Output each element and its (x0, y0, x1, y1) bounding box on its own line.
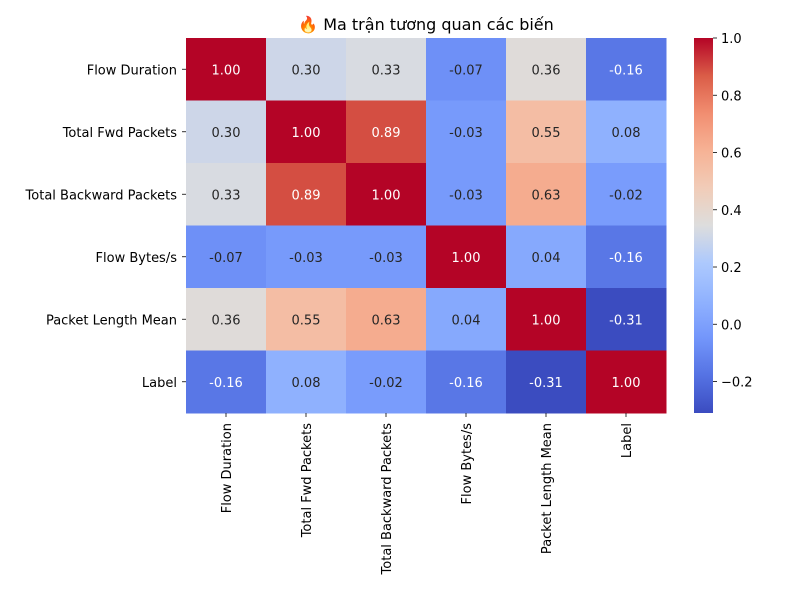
row-labels: Flow Duration Total Fwd Packets Total Back… (25, 63, 186, 391)
heatmap-cell (506, 350, 587, 414)
heatmap-cell (586, 225, 667, 289)
heatmap-cell (506, 100, 587, 164)
heatmap-cell (426, 38, 507, 101)
column-label: Flow Duration (220, 423, 235, 513)
cell-value-label: -0.07 (449, 63, 483, 78)
cell-value-label: 1.00 (532, 313, 561, 328)
cell-value-label: 0.63 (532, 188, 561, 203)
heatmap-cell (506, 163, 587, 226)
heatmap-cell (506, 38, 587, 101)
cell-value-label: 0.89 (292, 188, 321, 203)
chart-title: 🔥 Ma trận tương quan các biến (298, 15, 554, 34)
heatmap-cell (346, 163, 427, 226)
colorbar (694, 38, 713, 413)
heatmap-cell (346, 100, 427, 164)
cell-value-label: 0.04 (532, 251, 561, 266)
cell-value-label: 0.08 (292, 376, 321, 391)
colorbar-tick-label: 0.2 (721, 261, 742, 276)
heatmap-cell (266, 350, 347, 414)
row-label: Total Fwd Packets (62, 126, 178, 141)
cell-value-label: -0.16 (209, 376, 243, 391)
heatmap-cell (426, 288, 507, 351)
cell-value-label: 0.36 (532, 63, 561, 78)
row-label: Flow Duration (87, 63, 177, 78)
cell-value-label: 1.00 (212, 63, 241, 78)
heatmap-cell (426, 163, 507, 226)
cell-value-label: 0.08 (612, 126, 641, 141)
row-label: Packet Length Mean (46, 313, 177, 328)
heatmap-cell (426, 350, 507, 414)
cell-value-label: 0.30 (292, 63, 321, 78)
column-labels: Flow Duration Total Fwd Packets Total Back… (220, 413, 635, 575)
heatmap-cell (506, 288, 587, 351)
cell-value-label: 0.55 (532, 126, 561, 141)
heatmap-cell (266, 100, 347, 164)
heatmap-cell (266, 288, 347, 351)
column-label: Total Fwd Packets (300, 423, 315, 539)
colorbar-ticks: 1.0 0.8 0.6 0.4 0.2 0.0 −0.2 (713, 32, 753, 391)
cell-value-label: 1.00 (452, 251, 481, 266)
heatmap-cell (266, 38, 347, 101)
heatmap-cell (266, 225, 347, 289)
heatmap-cell (186, 288, 267, 351)
colorbar-tick-label: 0.4 (721, 204, 742, 219)
cell-value-label: -0.16 (609, 251, 643, 266)
heatmap-cell (346, 38, 427, 101)
heatmap-cell (586, 350, 667, 414)
cell-value-label: -0.07 (209, 251, 243, 266)
heatmap-cell (186, 163, 267, 226)
cell-value-label: 1.00 (292, 126, 321, 141)
cell-value-label: -0.31 (609, 313, 643, 328)
heatmap-cell (186, 350, 267, 414)
row-label: Flow Bytes/s (96, 251, 178, 266)
heatmap-cell (426, 225, 507, 289)
cell-value-label: -0.16 (449, 376, 483, 391)
cell-value-label: 0.30 (212, 126, 241, 141)
heatmap-cell (586, 100, 667, 164)
heatmap-cell (186, 38, 267, 101)
cell-value-label: -0.03 (449, 126, 483, 141)
heatmap-cell (586, 163, 667, 226)
column-label: Packet Length Mean (540, 423, 555, 554)
heatmap-cell (186, 100, 267, 164)
heatmap-cell (586, 38, 667, 101)
heatmap-cell (346, 225, 427, 289)
heatmap-cell (266, 163, 347, 226)
column-label: Label (620, 423, 635, 458)
cell-value-label: 1.00 (372, 188, 401, 203)
colorbar-tick-label: 0.0 (721, 318, 742, 333)
cell-value-label: -0.16 (609, 63, 643, 78)
cell-value-label: -0.03 (449, 188, 483, 203)
cell-value-label: -0.02 (369, 376, 403, 391)
heatmap-cell (586, 288, 667, 351)
colorbar-tick-label: 0.6 (721, 147, 742, 162)
row-label: Label (142, 376, 177, 391)
cell-value-label: 0.33 (212, 188, 241, 203)
colorbar-tick-label: −0.2 (721, 376, 753, 391)
row-label: Total Backward Packets (25, 188, 178, 203)
heatmap-cell (346, 288, 427, 351)
cell-value-label: 0.33 (372, 63, 401, 78)
heatmap-cell (346, 350, 427, 414)
cell-value-label: 0.55 (292, 313, 321, 328)
heatmap-cell (186, 225, 267, 289)
heatmap-cells: 1.00 0.30 0.33 -0.07 0.36 -0.16 0.30 1.00 0.89 -0… (186, 38, 667, 414)
cell-value-label: 1.00 (612, 376, 641, 391)
cell-value-label: -0.02 (609, 188, 643, 203)
cell-value-label: 0.89 (372, 126, 401, 141)
cell-value-label: 0.36 (212, 313, 241, 328)
column-label: Total Backward Packets (380, 423, 395, 576)
colorbar-tick-label: 1.0 (721, 32, 742, 47)
column-label: Flow Bytes/s (460, 423, 475, 505)
colorbar-tick-label: 0.8 (721, 89, 742, 104)
cell-value-label: 0.63 (372, 313, 401, 328)
cell-value-label: -0.31 (529, 376, 563, 391)
heatmap-cell (506, 225, 587, 289)
cell-value-label: 0.04 (452, 313, 481, 328)
heatmap-cell (426, 100, 507, 164)
cell-value-label: -0.03 (289, 251, 323, 266)
cell-value-label: -0.03 (369, 251, 403, 266)
